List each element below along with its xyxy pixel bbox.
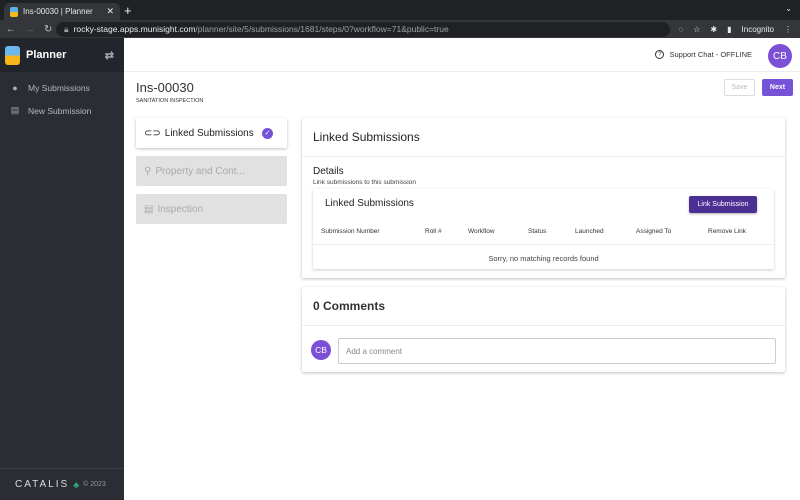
menu-icon[interactable]: ⋮ [784,24,792,34]
column-header[interactable]: Roll # [425,228,442,235]
sidebar: Planner ⇄ ● My Submissions ▤ New Submission… [0,38,124,500]
support-label: Support Chat - OFFLINE [669,50,752,59]
page-subtitle: SANITATION INSPECTION [136,98,204,104]
favicon-icon [10,6,18,17]
new-tab-button[interactable]: + [124,3,132,18]
tab-search-icon[interactable]: ⌄ [785,4,792,13]
address-bar-row: ← → ↻ 🔒︎ rocky-stage.apps.munisight.com/pla… [0,20,800,38]
document-add-icon: ▤ [10,105,20,115]
close-tab-icon[interactable]: ✕ [106,6,114,16]
sidebar-item-my-submissions[interactable]: ● My Submissions [0,76,124,99]
empty-message: Sorry, no matching records found [488,254,599,263]
top-bar: ? Support Chat - OFFLINE CB [124,38,800,72]
star-icon[interactable]: ☆ [693,24,701,34]
comment-input[interactable]: Add a comment [338,338,776,364]
next-button[interactable]: Next [762,79,793,96]
url-path: /planner/site/5/submissions/1681/steps/0… [195,24,449,34]
app-name: Planner [26,49,67,61]
step-label: Property and Cont... [155,165,245,177]
page-title: Ins-00030 [136,80,194,95]
save-button[interactable]: Save [724,79,755,96]
reload-icon[interactable]: ↻ [44,23,53,35]
incognito-label[interactable]: Incognito [741,24,774,34]
step-linked-submissions[interactable]: ⊂⊃ Linked Submissions ✓ [136,118,287,148]
column-header[interactable]: Assigned To [636,228,672,235]
forward-icon[interactable]: → [25,23,35,35]
column-header[interactable]: Launched [575,228,604,235]
sidebar-item-label: New Submission [28,105,92,116]
card-title: Linked Submissions [302,118,785,157]
url-field[interactable]: 🔒︎ rocky-stage.apps.munisight.com/planner… [56,21,671,37]
swap-icon[interactable]: ⇄ [104,49,114,62]
step-label: Inspection [157,203,204,215]
details-title: Details [313,166,344,177]
column-header[interactable]: Submission Number [321,228,380,235]
link-icon: ⊂⊃ [144,127,161,139]
divider [313,244,774,245]
copyright: © 2023 [83,481,106,488]
support-chat[interactable]: ? Support Chat - OFFLINE [655,50,752,59]
column-header[interactable]: Remove Link [708,228,746,235]
linked-submissions-card: Linked Submissions Details Link submissio… [302,118,785,278]
tab-title: Ins-00030 | Planner [23,7,93,16]
column-header[interactable]: Workflow [468,228,495,235]
table-title: Linked Submissions [325,198,414,209]
person-icon: ● [12,82,18,93]
back-icon[interactable]: ← [6,23,16,35]
eye-off-icon[interactable]: ◌ [678,24,684,34]
browser-tab[interactable]: Ins-00030 | Planner ✕ [4,3,120,20]
linked-table: Linked Submissions Link Submission Submi… [313,189,774,269]
catalis-tree-icon: ♣ [73,479,80,490]
lock-icon: 🔒︎ [64,23,69,34]
sidepanel-icon[interactable]: ▮ [727,24,732,34]
sidebar-item-new-submission[interactable]: ▤ New Submission [0,99,124,122]
step-property[interactable]: ⚲ Property and Cont... [136,156,287,186]
location-pin-icon: ⚲ [144,165,152,177]
details-desc: Link submissions to this submission [313,179,416,186]
table-icon: ▤ [144,203,154,215]
link-submission-button[interactable]: Link Submission [689,196,757,213]
help-icon: ? [655,50,665,59]
browser-tab-bar: Ins-00030 | Planner ✕ + ⌄ [0,0,800,20]
column-header[interactable]: Status [528,228,547,235]
avatar[interactable]: CB [768,44,792,68]
check-icon: ✓ [262,127,273,139]
comment-avatar: CB [311,340,331,360]
step-inspection[interactable]: ▤ Inspection [136,194,287,224]
catalis-logo: CATALIS [15,479,70,490]
url-host: rocky-stage.apps.munisight.com [73,24,196,34]
planner-logo-icon [5,45,20,65]
extensions-icon[interactable]: ✱ [710,24,718,34]
step-label: Linked Submissions [164,127,254,139]
sidebar-item-label: My Submissions [28,82,90,93]
comments-title: 0 Comments [302,287,785,326]
